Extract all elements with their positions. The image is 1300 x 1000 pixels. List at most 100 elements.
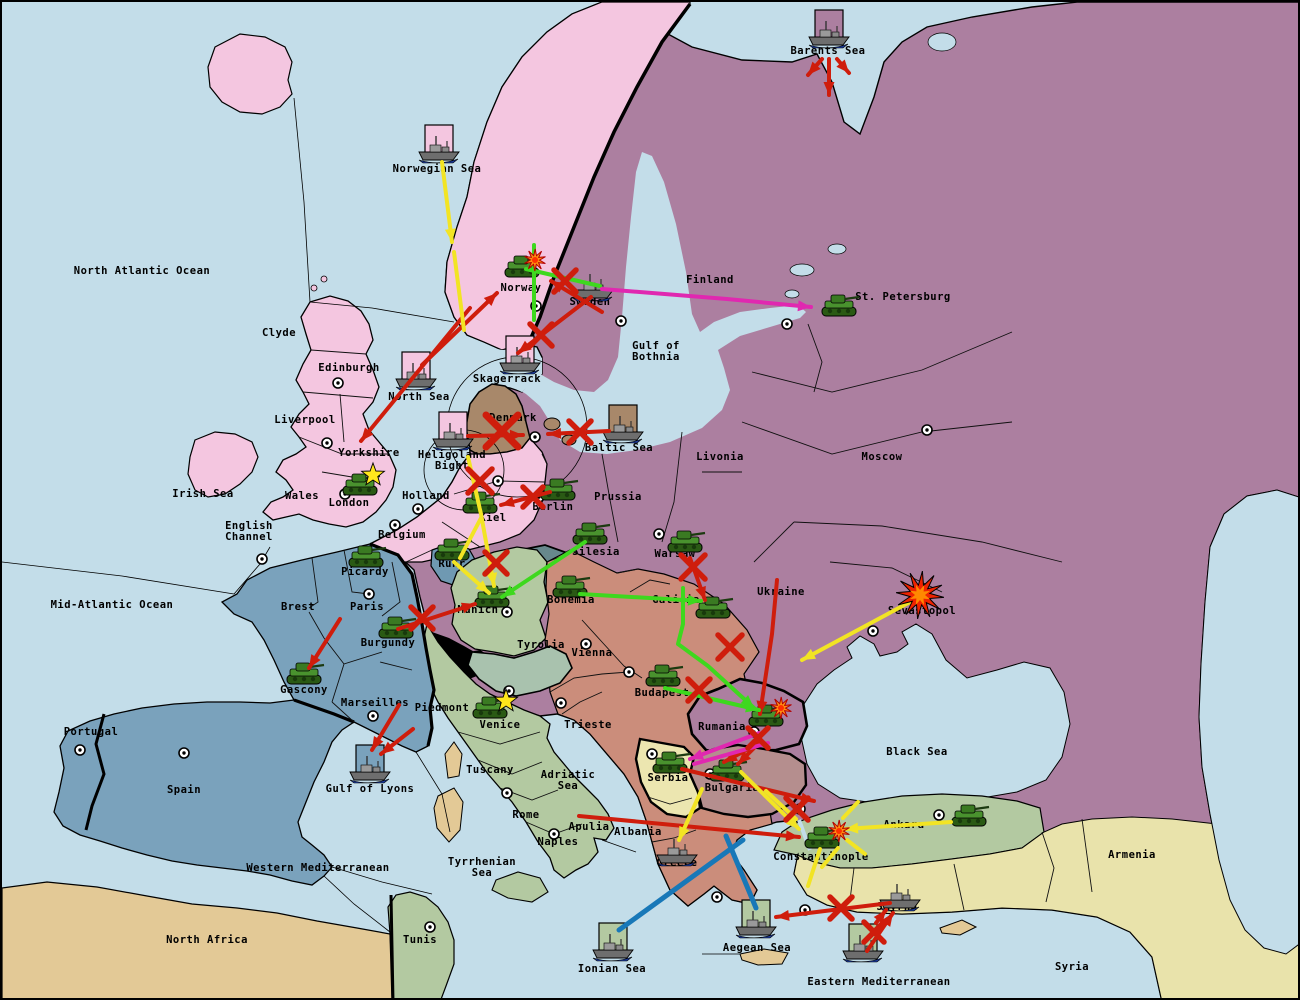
fleet-greece[interactable]	[656, 839, 698, 867]
army-ankara[interactable]	[951, 804, 990, 827]
army-gascony[interactable]	[286, 662, 325, 685]
sea-caspian-top	[1198, 489, 1298, 955]
region-shetland	[320, 275, 328, 283]
order-arrow-red	[865, 911, 895, 953]
fleet-ship[interactable]	[602, 416, 644, 444]
fleet-box-baltic-sea[interactable]	[602, 404, 644, 444]
ship-hull	[656, 854, 698, 864]
region-ireland[interactable]	[187, 431, 259, 498]
region-tyrolia[interactable]	[467, 645, 573, 697]
fleet-ship[interactable]	[418, 136, 460, 164]
order-arrow-red	[806, 57, 824, 77]
supply-center-dot	[711, 891, 723, 903]
tank-barrel	[718, 597, 734, 603]
region-crete[interactable]	[739, 948, 789, 966]
supply-center-dot	[548, 828, 560, 840]
army-serbia[interactable]	[652, 751, 691, 774]
region-sicily[interactable]	[491, 871, 549, 903]
fleet-box-heligoland-bight[interactable]	[432, 411, 474, 451]
army-st-petersburg[interactable]	[821, 294, 860, 317]
ship-hull	[592, 949, 634, 959]
army-budapest[interactable]	[645, 664, 684, 687]
supply-center-dot	[74, 744, 86, 756]
fleet-ship[interactable]	[432, 423, 474, 451]
supply-center-dot	[501, 606, 513, 618]
army-warsaw[interactable]	[667, 530, 706, 553]
fleet-box-aegean-sea[interactable]	[735, 899, 777, 939]
army-ruhr[interactable]	[434, 538, 473, 561]
supply-center-dot	[332, 377, 344, 389]
province-label-paris: Paris	[350, 601, 384, 613]
fleet-ship[interactable]	[499, 347, 541, 375]
fleet-ship[interactable]	[842, 935, 884, 963]
ship-superstructure	[667, 847, 680, 856]
province-label-tuscany: Tuscany	[466, 764, 514, 776]
ship-superstructure	[746, 919, 759, 928]
fleet-box-ionian-sea[interactable]	[592, 922, 634, 962]
region-tunis[interactable]	[387, 891, 455, 1000]
region-iceland[interactable]	[207, 33, 293, 115]
ship-wake	[735, 933, 776, 939]
fleet-box-barents-sea[interactable]	[808, 9, 850, 49]
tank-turret	[960, 804, 976, 814]
region-north-africa[interactable]	[2, 881, 395, 1000]
sea-label-gulf-of-bothnia: Gulf of Bothnia	[632, 340, 680, 363]
ship-hull	[418, 151, 460, 161]
arrowhead	[724, 751, 739, 762]
ship-hull	[499, 362, 541, 372]
fleet-box-north-sea[interactable]	[395, 351, 437, 391]
supply-center-dot	[256, 553, 268, 565]
sea-label-aegean-sea: Aegean Sea	[723, 942, 791, 954]
fleet-box-gulf-of-lyons[interactable]	[349, 744, 391, 784]
army-munich[interactable]	[474, 585, 513, 608]
province-label-serbia: Serbia	[648, 772, 689, 784]
order-arrow-red	[577, 814, 801, 842]
order-arrow-red	[774, 901, 892, 921]
ship-superstructure	[603, 942, 616, 951]
army-silesia[interactable]	[572, 522, 611, 545]
fleet-ship[interactable]	[349, 756, 391, 784]
fleet-box-norwegian-sea[interactable]	[418, 124, 460, 164]
arrowhead	[486, 572, 498, 586]
fleet-ship[interactable]	[735, 911, 777, 939]
tank-turret	[830, 294, 846, 304]
tank-barrel	[309, 663, 325, 669]
region-cyprus[interactable]	[939, 919, 978, 936]
supply-center-dot	[653, 528, 665, 540]
army-galicia[interactable]	[695, 596, 734, 619]
ship-hull	[395, 378, 437, 388]
region-sardinia[interactable]	[433, 787, 464, 843]
lake-onega	[827, 243, 847, 255]
fleet-ship[interactable]	[808, 21, 850, 49]
province-label-constantinople: Constantinople	[773, 851, 869, 863]
sea-label-gulf-of-lyons: Gulf of Lyons	[326, 783, 415, 795]
province-label-albania: Albania	[614, 826, 662, 838]
arrowhead	[309, 654, 321, 668]
region-turkey-armenia-syria[interactable]	[793, 816, 1300, 1000]
supply-center-dot	[615, 315, 627, 327]
region-italy[interactable]	[421, 622, 615, 879]
arrowhead	[797, 300, 811, 312]
arrowhead	[690, 749, 705, 760]
province-label-london: London	[329, 497, 370, 509]
order-arrow-red	[370, 703, 401, 752]
army-picardy[interactable]	[348, 545, 387, 568]
failed-order-x	[482, 411, 522, 451]
tank-turret	[676, 530, 692, 540]
army-rumania[interactable]	[748, 704, 787, 727]
sea-label-north-atlantic-ocean: North Atlantic Ocean	[74, 265, 210, 277]
province-label-marseilles: Marseilles	[341, 697, 409, 709]
ship-hull	[349, 771, 391, 781]
supply-center-dot	[555, 697, 567, 709]
supply-center-dot	[501, 787, 513, 799]
province-label-tunis: Tunis	[403, 934, 437, 946]
order-arrow-yellow	[820, 846, 840, 869]
region-denmark-island1[interactable]	[543, 417, 561, 431]
province-label-rumania: Rumania	[698, 721, 746, 733]
province-label-liverpool: Liverpool	[274, 414, 335, 426]
region-corsica[interactable]	[444, 741, 463, 779]
fleet-box-skagerrack[interactable]	[499, 335, 541, 375]
fleet-ship[interactable]	[592, 934, 634, 962]
sea-label-ionian-sea: Ionian Sea	[578, 963, 646, 975]
